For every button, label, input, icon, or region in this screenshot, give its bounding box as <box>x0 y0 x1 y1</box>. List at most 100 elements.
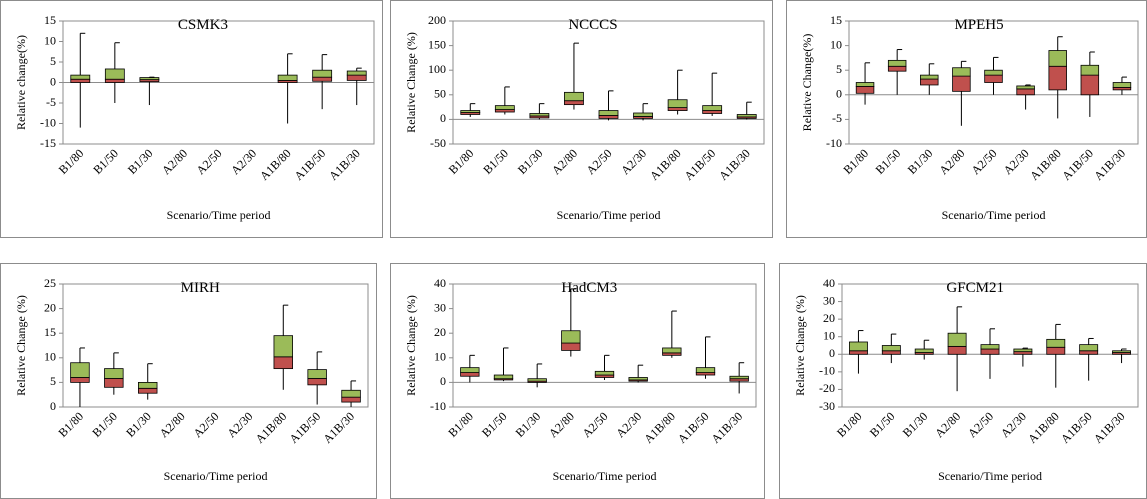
box-lower <box>307 378 327 386</box>
box-upper <box>1013 348 1033 353</box>
box-upper <box>70 362 90 378</box>
y-tick-label: 10 <box>44 350 56 364</box>
box-upper <box>561 330 581 344</box>
box-lower <box>1080 74 1100 96</box>
x-tick-label: A1B/80 <box>1027 146 1064 183</box>
x-tick-label: A2/50 <box>194 146 225 177</box>
box-upper <box>952 67 971 77</box>
box-lower <box>980 348 1000 355</box>
x-tick-label: A1B/50 <box>675 409 712 446</box>
plot-area <box>841 283 1139 408</box>
box-lower <box>312 76 333 82</box>
box-upper <box>341 389 361 398</box>
box-upper <box>667 99 688 108</box>
box-lower <box>70 78 91 83</box>
x-tick-label: B1/80 <box>834 409 865 440</box>
x-tick-label: B1/30 <box>123 409 154 440</box>
box-upper <box>138 382 158 389</box>
box-lower <box>598 115 619 119</box>
x-tick-label: A2/80 <box>549 146 580 177</box>
box-lower <box>70 377 90 383</box>
x-tick-label: B1/50 <box>479 409 510 440</box>
box-upper <box>1016 85 1035 90</box>
box-upper <box>855 82 875 87</box>
y-tick-label: 30 <box>823 293 835 307</box>
box-upper <box>633 112 653 117</box>
box-upper <box>881 345 901 352</box>
box-lower <box>984 74 1003 83</box>
y-tick-label: -10 <box>40 115 56 129</box>
box-upper <box>70 74 91 80</box>
x-tick-label: B1/80 <box>55 409 86 440</box>
box-lower <box>346 74 367 81</box>
box-upper <box>1112 82 1132 88</box>
x-axis-label: Scenario/Time period <box>557 208 661 222</box>
box-upper <box>1079 344 1099 352</box>
x-tick-label: B1/80 <box>56 146 87 177</box>
box-upper <box>104 368 124 379</box>
box-lower <box>273 356 293 370</box>
x-tick-label: A1B/80 <box>1025 409 1062 446</box>
y-tick-label: -20 <box>819 381 835 395</box>
x-tick-label: A2/80 <box>936 146 967 177</box>
box-lower <box>138 387 158 394</box>
x-tick-label: A1B/80 <box>257 146 294 183</box>
box-upper <box>729 375 749 380</box>
x-tick-label: A2/50 <box>584 146 615 177</box>
y-tick-label: 100 <box>428 62 446 76</box>
box-upper <box>628 377 648 381</box>
y-tick-label: 5 <box>50 54 56 68</box>
x-tick-label: A1B/50 <box>1059 146 1096 183</box>
box-upper <box>695 367 716 373</box>
x-tick-label: B1/50 <box>480 146 511 177</box>
box-lower <box>1016 88 1035 96</box>
box-lower <box>460 372 480 377</box>
box-upper <box>920 74 939 80</box>
box-lower <box>920 78 939 86</box>
y-tick-label: 5 <box>836 62 842 76</box>
y-tick-label: 25 <box>44 276 56 290</box>
x-axis-label: Scenario/Time period <box>164 469 268 483</box>
box-upper <box>307 369 327 379</box>
chart: -30 -20 -10 0 10 20 30 40 B1/80 B1/50 B1/30 A2/80 A2… <box>793 276 1139 483</box>
y-tick-label: 10 <box>44 33 56 47</box>
y-tick-label: -10 <box>819 364 835 378</box>
y-tick-label: 0 <box>829 346 835 360</box>
x-tick-label: A2/30 <box>618 146 649 177</box>
y-tick-label: 0 <box>836 87 842 101</box>
x-tick-label: A2/50 <box>580 409 611 440</box>
y-tick-label: -5 <box>46 95 56 109</box>
chart-panel: -50 0 50 100 150 200 B1/80 B1/50 B1/30 A2/80 A2/50… <box>390 0 773 238</box>
box-upper <box>460 110 481 113</box>
x-tick-label: A2/80 <box>546 409 577 440</box>
box-upper <box>662 347 682 354</box>
x-tick-label: B1/80 <box>445 409 476 440</box>
box-upper <box>494 105 515 110</box>
chart-panel: -10 -5 0 5 10 15 B1/80 B1/50 B1/30 A2/80 A2/50 A2/3… <box>786 0 1147 238</box>
box-lower <box>104 378 124 388</box>
chart-panel: 0 5 10 15 20 25 B1/80 B1/50 B1/30 A2/80 A2/50 A2/30… <box>0 263 377 499</box>
y-tick-label: -50 <box>430 136 446 150</box>
x-tick-label: B1/80 <box>446 146 477 177</box>
box-upper <box>564 91 584 102</box>
y-tick-label: 10 <box>823 328 835 342</box>
box-upper <box>1048 50 1067 67</box>
x-axis-label: Scenario/Time period <box>167 208 271 222</box>
x-tick-label: A1B/30 <box>320 409 357 446</box>
box-lower <box>881 350 901 355</box>
box-upper <box>1080 64 1100 76</box>
y-tick-label: 15 <box>830 13 842 27</box>
chart-title: GFCM21 <box>946 280 1004 296</box>
box-upper <box>527 378 547 382</box>
plot-area <box>452 20 765 145</box>
chart-title: CSMK3 <box>178 17 228 33</box>
y-tick-label: 40 <box>434 276 446 290</box>
x-tick-label: B1/50 <box>873 146 904 177</box>
box-upper <box>702 105 723 111</box>
y-tick-label: 40 <box>823 276 835 290</box>
box-lower <box>952 75 971 92</box>
chart-title: NCCCS <box>568 17 617 33</box>
y-tick-label: 30 <box>434 300 446 314</box>
plot-area <box>452 283 757 408</box>
